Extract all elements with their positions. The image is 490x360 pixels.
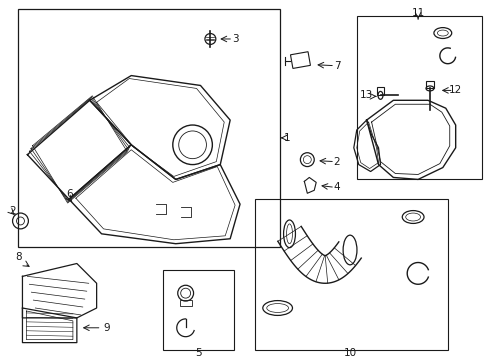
Bar xyxy=(291,52,311,68)
Bar xyxy=(255,199,448,350)
Text: 2: 2 xyxy=(334,157,340,167)
Text: 8: 8 xyxy=(15,252,22,262)
Text: 6: 6 xyxy=(67,189,73,199)
Text: 9: 9 xyxy=(103,323,110,333)
Text: 7: 7 xyxy=(334,61,340,71)
Bar xyxy=(426,81,434,89)
Text: 11: 11 xyxy=(412,8,425,18)
Text: 3: 3 xyxy=(232,34,239,44)
Bar xyxy=(163,270,234,350)
Bar xyxy=(376,87,385,95)
Text: 5: 5 xyxy=(195,347,202,357)
Text: 4: 4 xyxy=(334,182,340,192)
Text: 2: 2 xyxy=(9,206,16,216)
Text: 12: 12 xyxy=(449,85,462,95)
Text: 10: 10 xyxy=(344,347,357,357)
Bar xyxy=(357,16,482,179)
Bar xyxy=(180,300,192,306)
Text: 13: 13 xyxy=(360,90,373,100)
Text: 1: 1 xyxy=(284,133,291,143)
Bar xyxy=(18,9,280,247)
